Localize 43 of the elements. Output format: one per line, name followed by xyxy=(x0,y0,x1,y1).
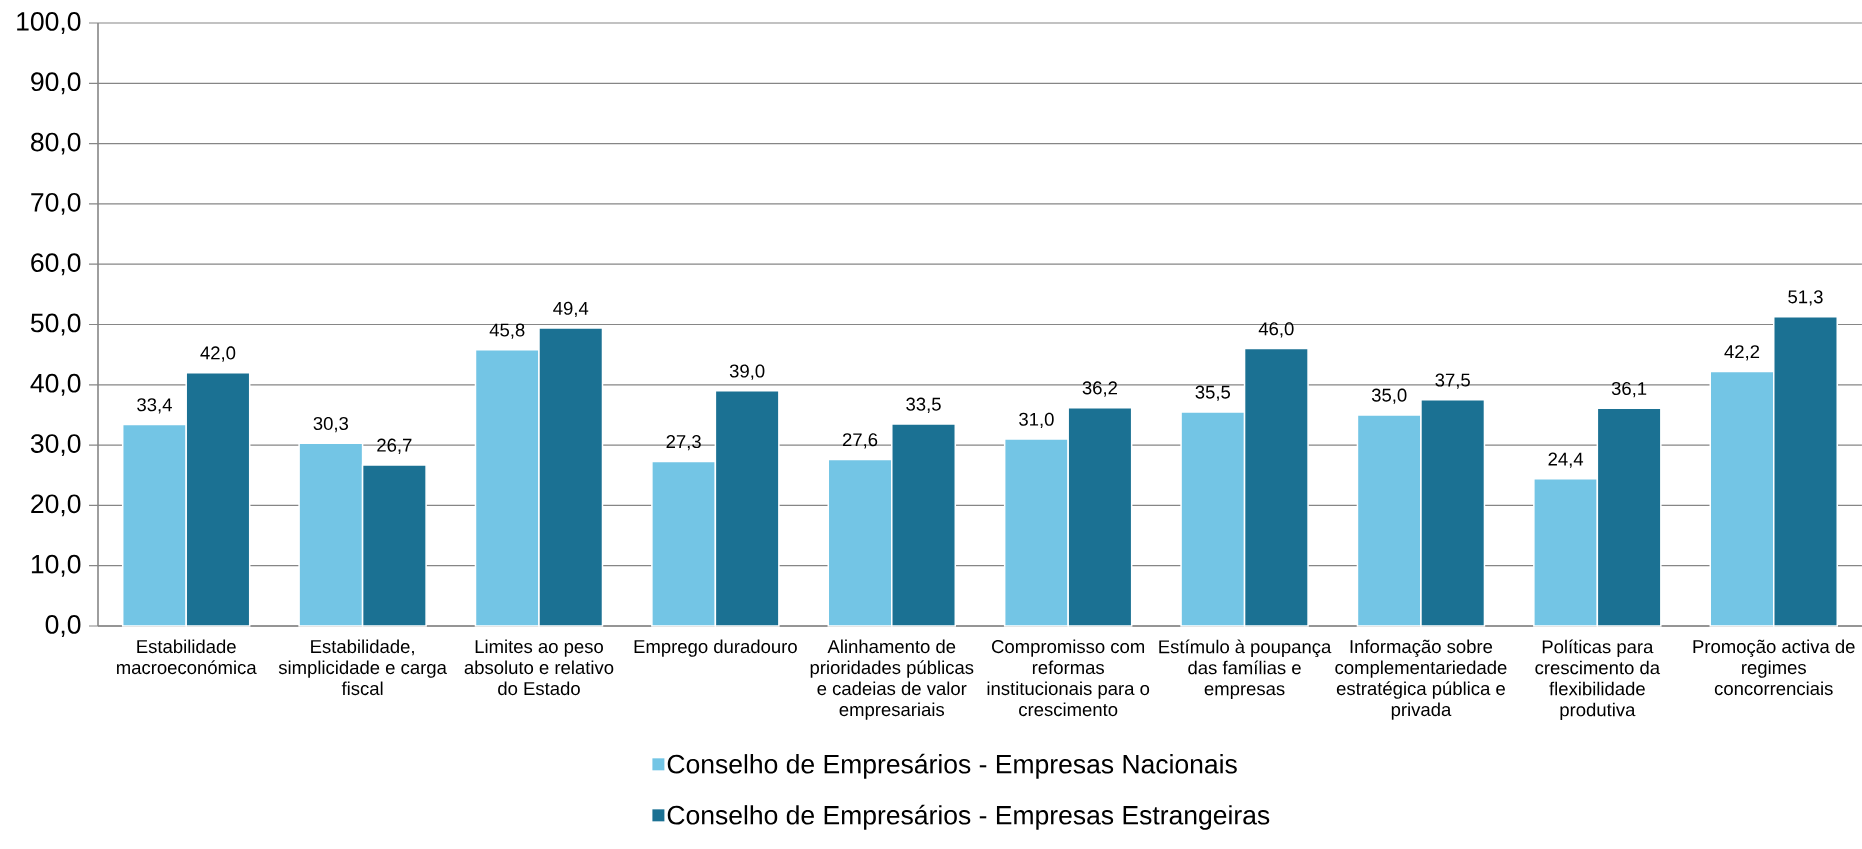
x-tick-label: Limites ao peso absoluto e relativo do Estado xyxy=(464,639,614,696)
data-label: 26,7 xyxy=(377,438,412,454)
y-tick-label: 70,0 xyxy=(31,192,81,215)
legend-label: Conselho de Empresários - Empresas Nacionais xyxy=(667,753,1237,779)
data-label: 39,0 xyxy=(729,364,765,380)
data-label: 35,5 xyxy=(1195,385,1231,401)
y-tick-label: 80,0 xyxy=(31,132,81,155)
y-tick-label: 10,0 xyxy=(31,554,81,577)
data-label: 30,3 xyxy=(313,416,349,433)
y-tick-label: 50,0 xyxy=(30,313,81,336)
x-tick-label: Políticas para crescimento da flexibilidade produtiva xyxy=(1535,639,1661,720)
x-tick-label: Estímulo à poupança das famílias e empresas xyxy=(1159,639,1332,699)
y-tick-label: 90,0 xyxy=(31,72,81,95)
x-tick-label: Estabilidade macroeconómica xyxy=(116,639,257,675)
data-label: 24,4 xyxy=(1548,452,1584,468)
data-label: 37,5 xyxy=(1435,373,1470,389)
data-label: 36,1 xyxy=(1611,381,1647,398)
legend-label: Conselho de Empresários - Empresas Estrangeiras xyxy=(667,804,1270,830)
y-tick-label: 0,0 xyxy=(45,615,81,637)
data-label: 31,0 xyxy=(1019,412,1054,428)
x-tick-label: Estabilidade, simplicidade e carga fiscal xyxy=(278,639,447,696)
y-tick-label: 100,0 xyxy=(17,12,81,34)
data-label: 33,4 xyxy=(137,398,172,414)
y-tick-label: 60,0 xyxy=(31,253,81,276)
x-tick-label: Emprego duradouro xyxy=(634,639,797,657)
y-tick-label: 20,0 xyxy=(31,494,81,517)
data-label: 45,8 xyxy=(489,323,525,339)
data-label: 49,4 xyxy=(553,301,589,318)
data-label: 46,0 xyxy=(1258,322,1294,338)
data-label: 42,0 xyxy=(200,346,236,362)
x-tick-label: Promoção activa de regimes concorrenciais xyxy=(1693,639,1855,696)
data-label: 33,5 xyxy=(906,397,941,413)
x-tick-label: Alinhamento de prioridades públicas e cadeias de valor empresariais xyxy=(810,639,974,720)
data-label: 51,3 xyxy=(1788,290,1823,306)
x-tick-label: Compromisso com reformas institucionais para o crescimento xyxy=(987,639,1150,717)
data-label: 36,2 xyxy=(1082,381,1117,397)
data-label: 27,6 xyxy=(842,433,878,449)
y-tick-label: 30,0 xyxy=(30,434,81,457)
y-tick-label: 40,0 xyxy=(30,373,81,396)
data-label: 35,0 xyxy=(1371,388,1407,404)
data-label: 27,3 xyxy=(666,435,701,451)
x-tick-label: Informação sobre complementariedade estratégica pública e privada xyxy=(1335,639,1507,720)
data-label: 42,2 xyxy=(1724,345,1760,361)
